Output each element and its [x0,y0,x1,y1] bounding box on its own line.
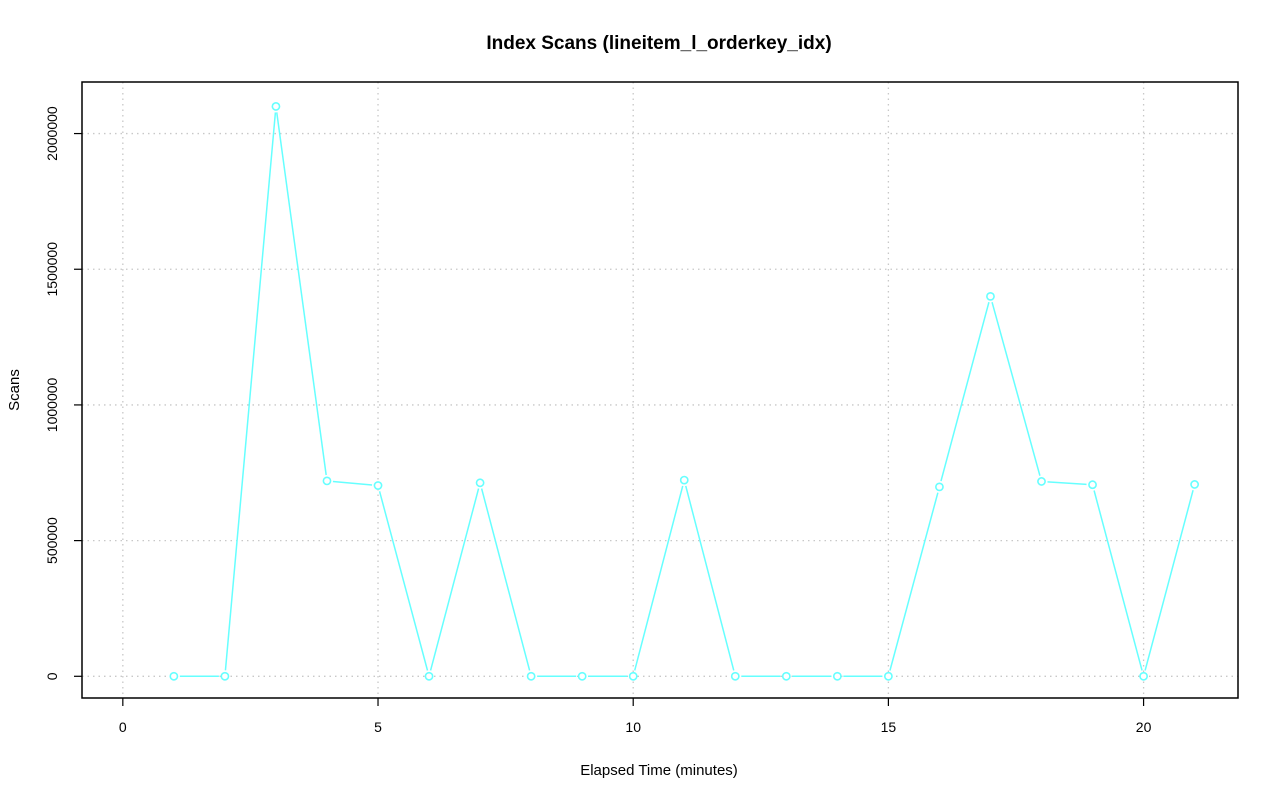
y-tick-label: 2000000 [44,106,60,161]
y-tick-label: 1000000 [44,377,60,432]
series-line-segment [276,112,327,476]
data-point [577,671,587,681]
series-line-segment [480,488,531,671]
data-point [169,671,179,681]
data-point [373,481,383,490]
chart-title: Index Scans (lineitem_l_orderkey_idx) [486,33,831,54]
y-axis-label: Scans [6,369,23,411]
data-point [322,476,332,486]
plot-area-frame [81,81,1239,699]
series-line-segment [1144,490,1194,671]
x-tick-label: 5 [374,719,382,735]
series-group [169,102,1200,681]
x-tick-label: 20 [1136,719,1152,735]
data-point [730,671,740,681]
data-point [628,671,638,681]
data-point [475,478,485,488]
series-line-segment [429,488,480,671]
data-point [935,482,944,492]
data-point [781,671,791,681]
y-tick-label: 1500000 [44,242,60,297]
series-line-segment [991,301,1041,476]
x-tick-label: 0 [119,719,127,735]
data-point [679,475,689,485]
data-point [986,291,995,301]
series-line-segment [378,491,429,671]
data-point [526,671,536,681]
y-tick-label: 500000 [44,517,60,564]
data-point [424,671,434,681]
grid-lines [82,82,1238,698]
data-point [220,671,230,681]
y-axis: 0 500000 1000000 1500000 2000000 [44,106,82,680]
y-tick-label: 0 [44,672,60,680]
x-axis: 0 5 10 15 20 [119,698,1152,735]
series-line-segment [889,492,939,671]
x-tick-label: 15 [881,719,897,735]
data-point [1088,480,1097,490]
data-point [1139,671,1148,681]
series-line-segment [1047,481,1087,486]
series-line-segment [332,480,373,486]
x-axis-label: Elapsed Time (minutes) [580,762,738,779]
series-line-segment [940,301,990,482]
series-line-segment [685,485,735,671]
data-point [832,671,842,681]
data-point [883,671,893,681]
data-point [1037,477,1046,486]
series-line-segment [1093,490,1143,671]
x-tick-label: 10 [625,719,641,735]
data-point [271,102,281,111]
data-point [1190,480,1200,489]
series-line-segment [633,485,684,671]
series-line-segment [224,112,277,671]
